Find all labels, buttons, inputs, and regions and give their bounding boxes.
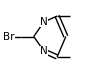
Text: Br: Br [3, 32, 15, 41]
Text: N: N [40, 17, 48, 27]
Text: N: N [40, 46, 48, 56]
